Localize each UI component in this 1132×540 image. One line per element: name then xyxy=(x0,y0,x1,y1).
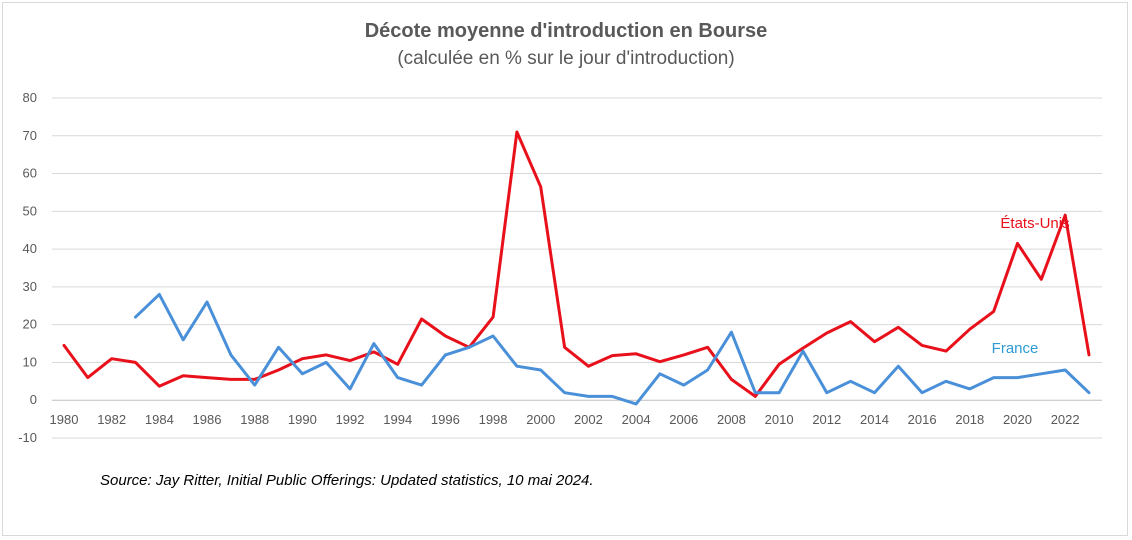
y-tick-label: -10 xyxy=(18,430,37,445)
x-tick-label: 2012 xyxy=(812,412,841,427)
series-lines xyxy=(62,130,1091,406)
y-tick-label: 50 xyxy=(23,203,37,218)
y-tick-label: 20 xyxy=(23,317,37,332)
chart-title: Décote moyenne d'introduction en Bourse xyxy=(364,20,768,42)
y-tick-label: 30 xyxy=(23,279,37,294)
x-tick-label: 1994 xyxy=(383,412,412,427)
x-tick-label: 2004 xyxy=(622,412,651,427)
y-tick-label: 70 xyxy=(23,128,37,143)
series-label-france: France xyxy=(992,340,1039,357)
x-tick-label: 2008 xyxy=(717,412,746,427)
grid-lines xyxy=(52,97,1102,439)
source-note: Source: Jay Ritter, Initial Public Offer… xyxy=(100,472,594,489)
x-tick-label: 1988 xyxy=(240,412,269,427)
series-label-etats-unis: États-Unis xyxy=(1000,215,1069,232)
chart-subtitle: (calculée en % sur le jour d'introductio… xyxy=(397,48,735,69)
x-tick-label: 2010 xyxy=(765,412,794,427)
y-tick-label: 60 xyxy=(23,166,37,181)
x-tick-label: 2006 xyxy=(669,412,698,427)
x-tick-label: 2000 xyxy=(526,412,555,427)
x-tick-label: 1992 xyxy=(336,412,365,427)
y-axis-ticks: 80 70 60 50 40 30 20 10 0 -10 xyxy=(18,90,37,445)
x-tick-label: 2002 xyxy=(574,412,603,427)
x-tick-label: 2014 xyxy=(860,412,889,427)
x-axis-ticks: 1980 1982 1984 1986 1988 1990 1992 1994 1996 1998… xyxy=(50,412,1080,427)
x-tick-label: 1998 xyxy=(479,412,508,427)
series-line-etats-unis xyxy=(62,130,1091,398)
x-tick-label: 2022 xyxy=(1051,412,1080,427)
series-line-france xyxy=(134,292,1091,406)
y-tick-label: 0 xyxy=(30,392,37,407)
x-tick-label: 1986 xyxy=(193,412,222,427)
y-tick-label: 10 xyxy=(23,354,37,369)
x-tick-label: 2020 xyxy=(1003,412,1032,427)
y-tick-label: 40 xyxy=(23,241,37,256)
x-tick-label: 1996 xyxy=(431,412,460,427)
x-tick-label: 2016 xyxy=(908,412,937,427)
y-tick-label: 80 xyxy=(23,90,37,105)
x-tick-label: 1980 xyxy=(50,412,79,427)
x-tick-label: 1982 xyxy=(97,412,126,427)
x-tick-label: 1984 xyxy=(145,412,174,427)
x-tick-label: 1990 xyxy=(288,412,317,427)
x-tick-label: 2018 xyxy=(955,412,984,427)
